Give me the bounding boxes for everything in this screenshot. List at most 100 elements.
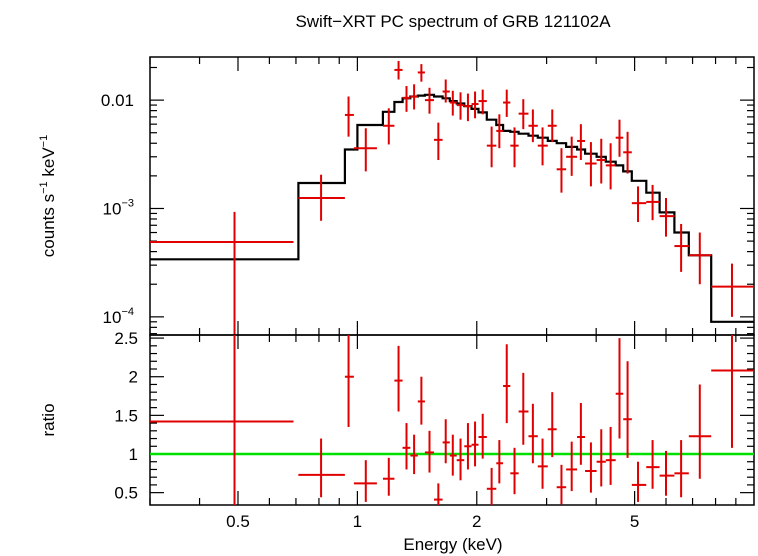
ratio-point <box>547 392 557 458</box>
spectrum-point <box>449 90 457 116</box>
spectrum-point <box>566 136 578 176</box>
spectrum-point <box>615 119 624 157</box>
spectrum-point <box>537 127 548 166</box>
spectrum-point <box>424 87 434 114</box>
ratio-point <box>464 423 472 470</box>
spectrum-point <box>402 85 411 112</box>
spectrum-point <box>471 91 479 119</box>
tick-base: 0.01 <box>101 91 134 110</box>
ratio-point <box>471 421 479 467</box>
tick-base: 10 <box>103 199 122 218</box>
ratio-point <box>585 442 597 493</box>
ratio-point <box>353 460 377 502</box>
ratio-point <box>615 338 624 439</box>
spectrum-point <box>150 211 294 335</box>
x-tick-labels: 0.5 1 2 5 <box>226 512 639 531</box>
spectrum-point <box>410 84 418 110</box>
spectrum-point <box>496 114 504 149</box>
ratio-point <box>528 403 538 464</box>
ratio-point <box>410 434 418 475</box>
spectrum-point <box>556 148 567 193</box>
spectrum-point <box>417 64 425 82</box>
ratio-point <box>424 430 434 473</box>
ylabel-base: counts s <box>39 194 58 257</box>
spectrum-point <box>394 60 403 80</box>
ratio-point <box>623 361 632 458</box>
ylabel-exp1: −1 <box>38 181 50 194</box>
ratio-point <box>646 440 660 489</box>
x-tick-label: 2 <box>472 512 481 531</box>
ratio-point <box>417 376 425 425</box>
spectrum-point <box>344 96 354 137</box>
ratio-point <box>566 441 578 492</box>
bottom-y-tick-label: 1.5 <box>114 406 138 425</box>
spectrum-point <box>585 142 597 187</box>
ratio-point <box>382 457 395 496</box>
spectrum-point <box>382 108 395 145</box>
spectrum-point <box>518 99 529 130</box>
ratio-point <box>711 335 754 448</box>
spectrum-point <box>577 124 586 161</box>
top-data-points <box>150 60 754 335</box>
ratio-point <box>344 335 354 427</box>
spectrum-point <box>510 127 519 168</box>
x-tick-label: 5 <box>630 512 639 531</box>
bottom-y-tick-label: 0.5 <box>114 484 138 503</box>
x-tick-label: 0.5 <box>226 512 250 531</box>
spectrum-point <box>646 184 660 221</box>
x-axis-label: Energy (keV) <box>403 535 502 554</box>
model-curve-group <box>150 93 754 323</box>
ratio-point <box>456 438 465 481</box>
top-y-axis-label: counts s−1 keV−1 <box>38 135 58 257</box>
spectrum-point <box>674 223 689 272</box>
ratio-point <box>577 403 586 465</box>
ylabel-mid: keV <box>39 147 58 182</box>
spectrum-point <box>631 186 647 223</box>
spectrum-point <box>596 138 606 184</box>
bottom-panel-axes: 0.5 1 1.5 2 2.5 <box>114 329 754 505</box>
ratio-point <box>596 429 606 487</box>
spectrum-point <box>486 126 497 168</box>
spectrum-point <box>478 89 487 115</box>
chart-title: Swift−XRT PC spectrum of GRB 121102A <box>295 12 611 31</box>
spectrum-point <box>456 92 465 120</box>
spectrum-point <box>688 232 712 285</box>
spectrum-point <box>433 122 443 161</box>
ratio-point <box>478 413 487 459</box>
ratio-point <box>433 483 443 505</box>
ratio-point <box>510 447 519 495</box>
ratio-point <box>298 438 345 498</box>
ratio-point <box>496 440 504 484</box>
ratio-point <box>402 423 411 470</box>
x-tick-label: 1 <box>353 512 362 531</box>
spectrum-point <box>528 109 538 143</box>
bottom-y-axis-label: ratio <box>39 403 58 436</box>
bottom-panel-frame <box>149 334 755 506</box>
tick-exp: −3 <box>121 197 134 209</box>
spectrum-point <box>547 109 557 143</box>
spectrum-point <box>298 174 345 221</box>
bottom-y-tick-label: 1 <box>129 445 138 464</box>
spectrum-point <box>503 89 511 117</box>
ratio-point <box>442 419 450 464</box>
ratio-point <box>556 464 567 505</box>
ratio-point <box>518 372 529 445</box>
top-y-tick-label: 10−4 <box>103 306 134 327</box>
ratio-point <box>537 438 548 489</box>
top-y-tick-label: 0.01 <box>101 91 134 110</box>
model-curve <box>150 93 754 323</box>
ratio-point <box>674 440 689 498</box>
tick-exp: −4 <box>121 306 134 318</box>
ratio-point <box>503 344 511 424</box>
ratio-point <box>605 426 616 485</box>
ratio-point <box>449 434 457 476</box>
ratio-point <box>688 384 712 479</box>
ylabel-exp2: −1 <box>38 135 50 148</box>
ratio-point <box>486 467 497 505</box>
bottom-y-tick-label: 2.5 <box>114 329 138 348</box>
bottom-data-points <box>150 335 754 505</box>
top-panel-axes: 0.01 10−3 10−4 <box>101 57 754 335</box>
spectrum-point <box>623 131 632 174</box>
spectrum-point <box>711 263 754 317</box>
